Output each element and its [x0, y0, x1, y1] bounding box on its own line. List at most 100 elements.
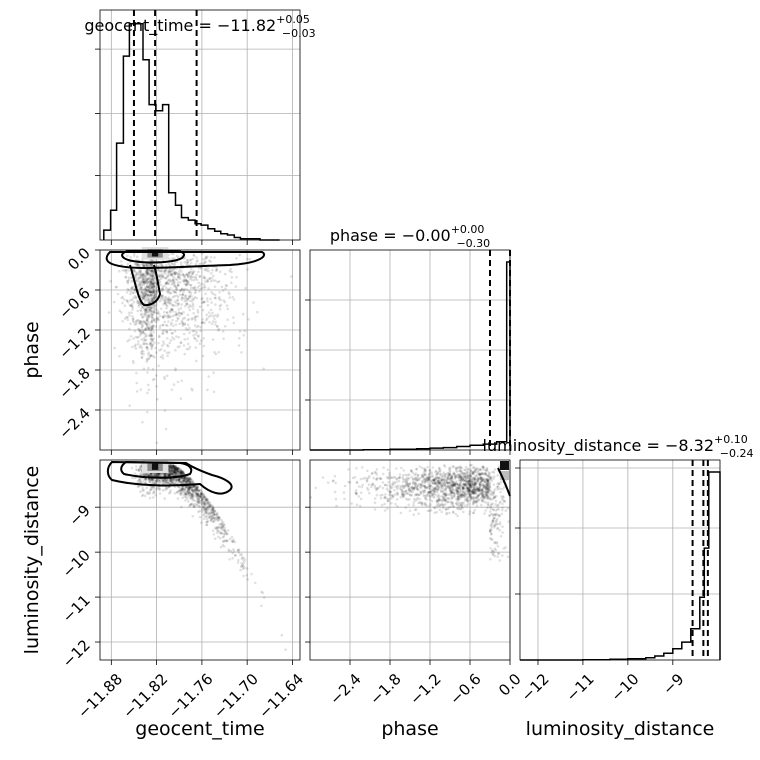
scatter-geocent-lumdist-point-73 — [186, 477, 189, 481]
scatter-geocent-phase-point-126 — [139, 313, 143, 317]
scatter-geocent-lumdist-point-221 — [220, 522, 223, 526]
scatter-phase-lumdist-point-1053 — [383, 502, 386, 506]
scatter-geocent-phase-point-1142 — [176, 295, 180, 299]
scatter-geocent-phase-point-568 — [158, 300, 162, 303]
scatter-geocent-phase-point-1356 — [146, 293, 149, 296]
scatter-geocent-phase-point-627 — [147, 320, 150, 324]
scatter-geocent-phase-point-1125 — [146, 326, 150, 330]
scatter-geocent-phase-point-152 — [160, 344, 164, 348]
scatter-geocent-phase-point-592 — [171, 318, 174, 322]
scatter-geocent-phase-point-1374 — [137, 280, 141, 283]
scatter-geocent-phase-point-802 — [149, 354, 153, 358]
title-phase: phase = −0.00+0.00 −0.30 — [330, 223, 490, 250]
scatter-geocent-phase-point-306 — [187, 290, 191, 294]
scatter-geocent-phase-point-409 — [140, 275, 144, 279]
scatter-geocent-lumdist-point-1005 — [205, 515, 208, 518]
scatter-geocent-phase-point-531 — [140, 290, 143, 294]
scatter-geocent-phase-point-581 — [150, 268, 154, 272]
scatter-geocent-lumdist-point-1370 — [223, 529, 226, 532]
scatter-phase-lumdist-point-1450 — [471, 472, 475, 476]
scatter-geocent-phase-point-636 — [151, 275, 154, 279]
scatter-geocent-phase-point-914 — [241, 312, 245, 316]
scatter-geocent-phase-point-1487 — [151, 343, 155, 347]
scatter-geocent-phase-point-1348 — [169, 328, 172, 332]
scatter-geocent-phase-point-899 — [141, 420, 144, 424]
scatter-geocent-phase-point-315 — [182, 317, 185, 320]
scatter-geocent-phase-point-1474 — [139, 287, 143, 290]
scatter-geocent-phase-point-147 — [143, 275, 147, 278]
scatter-geocent-phase-point-1007 — [167, 269, 170, 272]
scatter-geocent-phase-point-682 — [213, 317, 216, 321]
scatter-geocent-phase-point-291 — [242, 334, 245, 337]
scatter-geocent-phase-point-111 — [149, 343, 152, 346]
scatter-geocent-phase-point-220 — [165, 290, 169, 293]
scatter-geocent-phase-point-906 — [160, 294, 164, 298]
scatter-geocent-lumdist-point-365 — [197, 501, 201, 505]
scatter-geocent-phase-point-352 — [237, 344, 241, 347]
scatter-phase-lumdist-point-1377 — [470, 478, 474, 482]
scatter-phase-lumdist-point-1452 — [435, 482, 438, 486]
luminosity-distance-ytick-label-0: −9 — [65, 501, 93, 529]
scatter-geocent-phase-point-29 — [134, 335, 137, 339]
scatter-geocent-lumdist-point-1630 — [199, 501, 203, 505]
scatter-phase-lumdist-point-1260 — [454, 481, 458, 485]
scatter-geocent-phase-point-452 — [150, 326, 154, 329]
phase-ytick-label-0: 0.0 — [64, 244, 94, 274]
scatter-geocent-phase-point-1141 — [152, 281, 156, 285]
scatter-geocent-phase-point-788 — [162, 270, 166, 274]
scatter-geocent-phase-point-170 — [151, 282, 154, 286]
scatter-geocent-phase-point-20 — [144, 263, 148, 266]
scatter-phase-lumdist-point-1204 — [403, 484, 407, 488]
scatter-geocent-phase-point-143 — [187, 274, 190, 278]
scatter-geocent-phase-point-247 — [137, 300, 140, 303]
scatter-geocent-phase-point-740 — [197, 335, 200, 338]
scatter-geocent-phase-point-1398 — [150, 306, 154, 310]
scatter-geocent-lumdist-point-593 — [212, 533, 216, 536]
scatter-geocent-phase-point-125 — [151, 282, 154, 286]
scatter-geocent-phase-point-12 — [149, 307, 153, 310]
scatter-phase-lumdist-point-906 — [500, 497, 504, 501]
scatter-geocent-phase-point-1281 — [154, 286, 158, 290]
scatter-geocent-phase-point-1119 — [167, 344, 170, 348]
scatter-geocent-lumdist-point-299 — [201, 497, 204, 501]
scatter-geocent-lumdist-point-17 — [195, 494, 198, 498]
scatter-geocent-phase-point-715 — [149, 281, 153, 284]
scatter-geocent-phase-point-649 — [189, 283, 193, 287]
scatter-geocent-lumdist-point-219 — [188, 491, 191, 495]
phase-xtick-label-0: −2.4 — [326, 670, 364, 708]
scatter-phase-lumdist-point-1208 — [493, 516, 497, 520]
scatter-geocent-lumdist-point-266 — [213, 516, 216, 520]
scatter-geocent-phase-point-444 — [147, 315, 151, 319]
scatter-phase-lumdist-point-1466 — [450, 491, 454, 495]
scatter-geocent-phase-point-212 — [143, 320, 147, 324]
scatter-phase-lumdist-point-1455 — [458, 503, 462, 506]
scatter-geocent-phase-point-1241 — [140, 279, 143, 283]
scatter-geocent-phase-point-499 — [146, 271, 149, 275]
scatter-geocent-phase-point-1069 — [176, 272, 180, 276]
scatter-geocent-lumdist-point-366 — [191, 492, 194, 496]
scatter-geocent-phase-point-657 — [150, 328, 154, 331]
scatter-geocent-phase-point-775 — [146, 410, 149, 414]
scatter-geocent-phase-point-384 — [173, 257, 176, 260]
scatter-geocent-phase-point-1120 — [190, 387, 193, 391]
scatter-geocent-phase-point-6 — [162, 340, 165, 343]
scatter-geocent-phase-point-840 — [138, 269, 141, 272]
scatter-geocent-phase-point-135 — [171, 314, 174, 318]
scatter-geocent-lumdist-point-1657 — [175, 467, 178, 470]
scatter-geocent-lumdist-point-1695 — [187, 494, 191, 498]
scatter-geocent-phase-point-709 — [153, 295, 157, 299]
scatter-geocent-phase-point-1285 — [209, 297, 212, 301]
scatter-geocent-lumdist-point-247 — [185, 479, 189, 482]
scatter-geocent-phase-point-1205 — [213, 293, 217, 297]
scatter-geocent-phase-point-474 — [153, 291, 157, 295]
scatter-geocent-phase-point-766 — [157, 275, 161, 278]
scatter-geocent-phase-point-1155 — [173, 285, 176, 288]
scatter-geocent-lumdist-point-333 — [153, 481, 156, 485]
scatter-geocent-lumdist-point-267 — [200, 498, 204, 502]
scatter-geocent-phase-point-430 — [166, 354, 169, 358]
scatter-phase-lumdist-point-1284 — [383, 495, 387, 499]
scatter-geocent-phase-point-956 — [193, 324, 197, 327]
scatter-geocent-phase-point-1199 — [141, 287, 144, 291]
scatter-phase-lumdist-point-1419 — [482, 479, 485, 483]
scatter-geocent-phase-point-755 — [148, 283, 152, 287]
